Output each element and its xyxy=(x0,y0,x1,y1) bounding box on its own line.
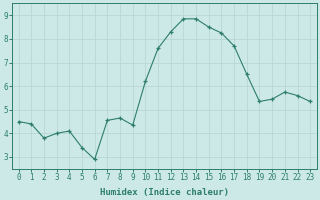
X-axis label: Humidex (Indice chaleur): Humidex (Indice chaleur) xyxy=(100,188,229,197)
